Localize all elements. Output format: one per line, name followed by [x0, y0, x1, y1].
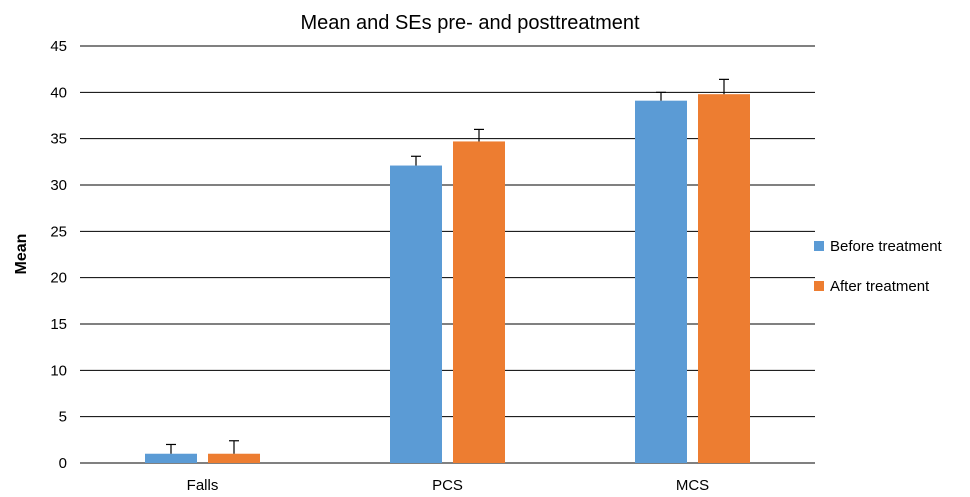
chart-title: Mean and SEs pre- and posttreatment	[300, 12, 640, 34]
y-tick-label: 35	[50, 131, 67, 148]
y-tick-label: 15	[50, 316, 67, 333]
y-tick-label: 30	[50, 177, 67, 194]
y-axis-tick-labels: 0 5 10 15 20 25 30 35 40 45	[50, 38, 67, 472]
y-tick-label: 25	[50, 223, 67, 240]
legend-label: After treatment	[830, 278, 930, 295]
y-tick-label: 10	[50, 362, 67, 379]
bar	[390, 165, 442, 464]
bar	[698, 94, 750, 463]
legend-label: Before treatment	[830, 238, 943, 255]
x-axis-tick-labels: Falls PCS MCS	[187, 477, 710, 494]
y-tick-label: 5	[59, 409, 67, 426]
bars	[145, 94, 750, 464]
y-tick-label: 40	[50, 84, 67, 101]
x-tick-label: PCS	[432, 477, 463, 494]
x-tick-label: Falls	[187, 477, 219, 494]
y-tick-label: 45	[50, 38, 67, 55]
y-tick-label: 0	[59, 455, 67, 472]
x-tick-label: MCS	[676, 477, 709, 494]
bar	[453, 141, 505, 464]
gridlines	[80, 45, 815, 464]
legend: Before treatment After treatment	[814, 238, 943, 295]
bar	[635, 100, 687, 463]
y-axis-label: Mean	[13, 234, 30, 275]
bar	[208, 453, 260, 463]
bar	[145, 453, 197, 463]
y-tick-label: 20	[50, 270, 67, 287]
legend-swatch	[814, 241, 824, 251]
legend-swatch	[814, 281, 824, 291]
error-bars	[166, 78, 729, 454]
